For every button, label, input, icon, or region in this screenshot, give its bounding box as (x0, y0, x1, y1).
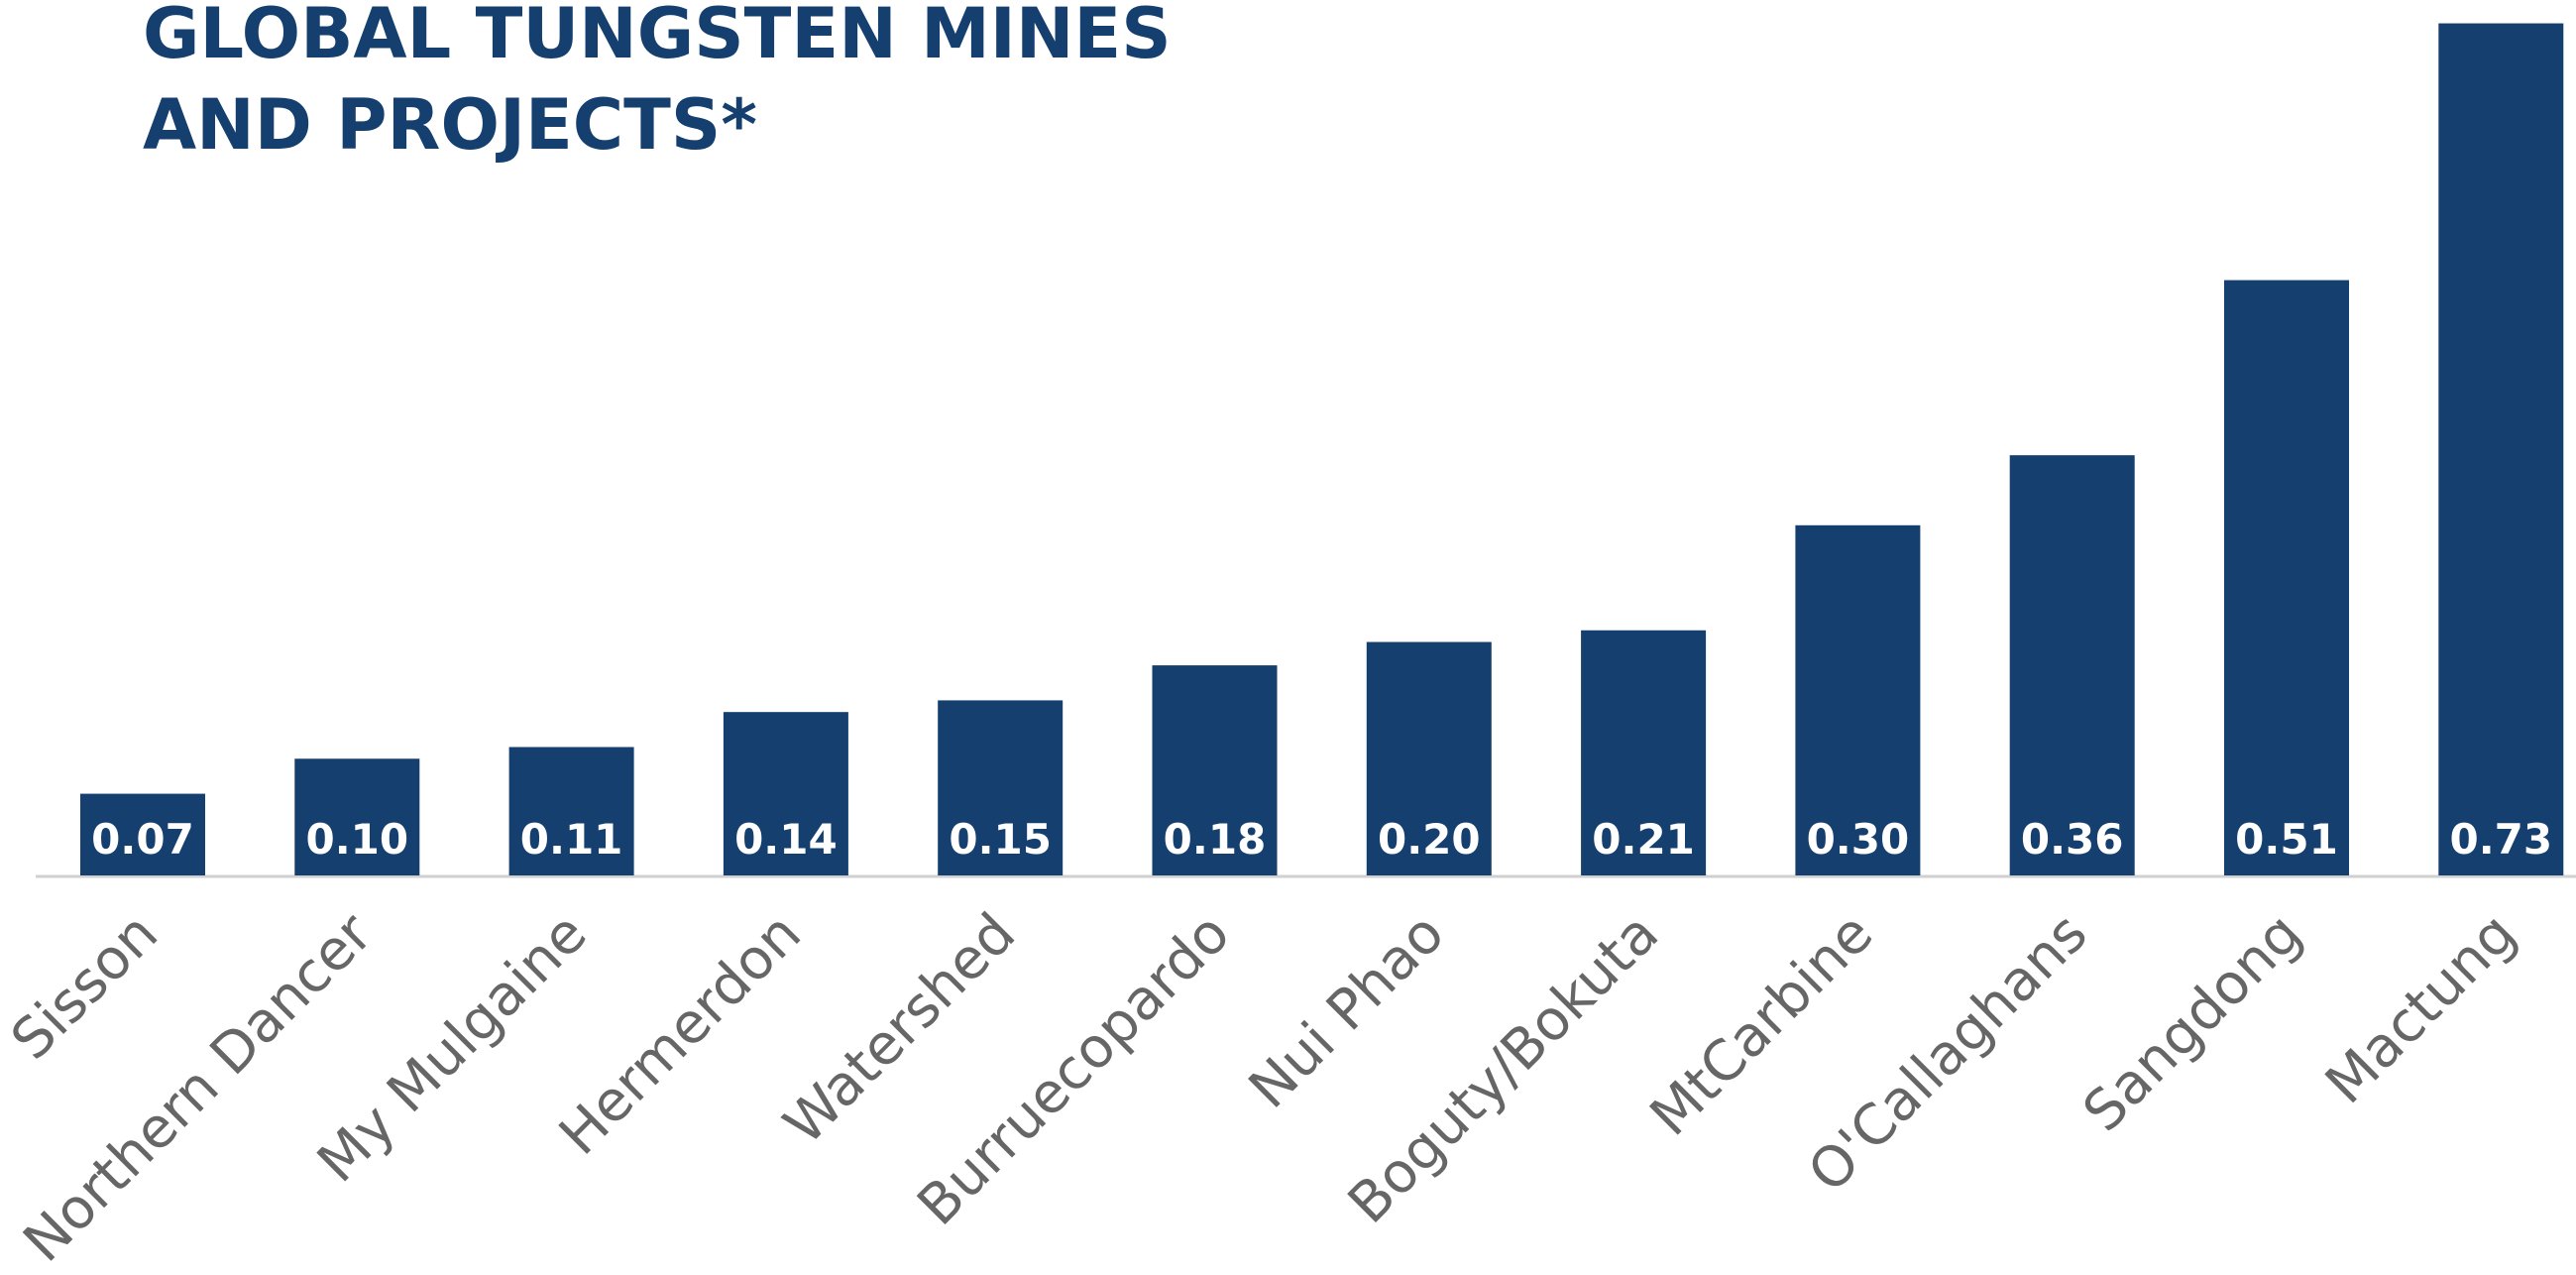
bar (1581, 630, 1707, 875)
x-tick-label: Sisson (0, 901, 170, 1073)
x-tick-label: Sangdong (2072, 901, 2314, 1144)
bar (2224, 280, 2349, 875)
value-label: 0.21 (1592, 815, 1695, 864)
value-label: 0.18 (1164, 815, 1267, 864)
bar (723, 712, 848, 875)
value-label: 0.14 (734, 815, 838, 864)
bar (938, 700, 1064, 875)
value-label: 0.11 (520, 815, 623, 864)
bar (2009, 455, 2135, 875)
value-label: 0.51 (2235, 815, 2338, 864)
x-tick-label: Nui Phao (1237, 901, 1457, 1121)
value-label: 0.36 (2021, 815, 2124, 864)
value-label: 0.73 (2449, 815, 2552, 864)
value-label: 0.15 (949, 815, 1052, 864)
bar (294, 758, 420, 875)
bar (508, 747, 634, 875)
bar (80, 793, 205, 875)
value-label: 0.30 (1807, 815, 1910, 864)
value-label: 0.10 (305, 815, 408, 864)
bar (2438, 23, 2564, 875)
bar (1366, 641, 1492, 875)
value-label: 0.07 (91, 815, 194, 864)
bar (1152, 665, 1278, 875)
chart-title: GLOBAL TUNGSTEN MINES (143, 0, 1172, 74)
x-tick-label: Mactung (2313, 901, 2528, 1116)
bar (1795, 524, 1921, 875)
chart-title: AND PROJECTS* (143, 84, 757, 166)
x-tick-label: Northern Dancer (12, 900, 386, 1274)
value-label: 0.20 (1378, 815, 1481, 864)
